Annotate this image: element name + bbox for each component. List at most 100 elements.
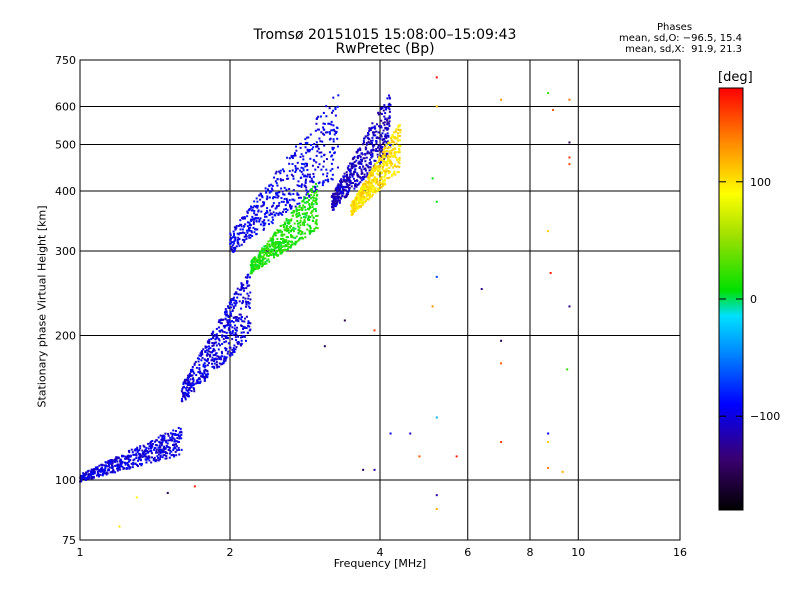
- trace-point: [322, 173, 325, 176]
- trace-point: [325, 105, 328, 108]
- trace-point: [207, 361, 210, 364]
- trace-point: [282, 179, 285, 182]
- trace-point: [314, 129, 317, 132]
- trace-point: [250, 206, 253, 209]
- trace-point: [386, 97, 389, 100]
- trace-point: [371, 131, 374, 134]
- trace-point: [265, 211, 268, 214]
- trace-point: [276, 242, 279, 245]
- trace-point: [197, 381, 200, 384]
- trace-point: [333, 151, 336, 154]
- trace-point: [321, 181, 324, 184]
- trace-point: [276, 193, 279, 196]
- trace-point: [303, 213, 306, 216]
- trace-point: [306, 228, 309, 231]
- trace-point: [158, 440, 161, 443]
- trace-point: [136, 465, 139, 468]
- trace-point: [306, 197, 309, 200]
- trace-point: [233, 293, 236, 296]
- trace-point: [199, 352, 202, 355]
- trace-point: [256, 200, 259, 203]
- trace-point: [303, 212, 306, 215]
- trace-point: [253, 212, 256, 215]
- trace-point: [198, 368, 201, 371]
- trace-point: [388, 110, 391, 113]
- trace-point: [342, 192, 345, 195]
- trace-point: [287, 241, 290, 244]
- trace-point: [343, 172, 346, 175]
- trace-point: [133, 458, 136, 461]
- trace-point: [331, 147, 334, 150]
- trace-point: [180, 390, 183, 393]
- trace-point: [120, 462, 123, 465]
- trace-point: [142, 444, 145, 447]
- trace-point: [387, 170, 390, 173]
- trace-point: [352, 165, 355, 168]
- trace-point: [251, 218, 254, 221]
- trace-point: [367, 174, 370, 177]
- trace-point: [377, 183, 380, 186]
- trace-point: [396, 151, 399, 154]
- trace-point: [139, 447, 142, 450]
- trace-point: [173, 455, 176, 458]
- trace-point: [370, 153, 373, 156]
- trace-point: [137, 457, 140, 460]
- trace-point: [250, 231, 253, 234]
- trace-point: [130, 448, 133, 451]
- trace-point: [189, 375, 192, 378]
- trace-point: [265, 190, 268, 193]
- trace-point: [370, 195, 373, 198]
- trace-point: [231, 298, 234, 301]
- trace-point: [378, 167, 381, 170]
- trace-point: [331, 194, 334, 197]
- trace-point: [304, 208, 307, 211]
- trace-point: [332, 109, 335, 112]
- isolated-point: [568, 163, 571, 166]
- trace-point: [181, 400, 184, 403]
- trace-point: [273, 213, 276, 216]
- trace-point: [368, 172, 371, 175]
- trace-point: [262, 249, 265, 252]
- trace-point: [92, 476, 95, 479]
- trace-point: [347, 186, 350, 189]
- trace-point: [92, 470, 95, 473]
- trace-point: [224, 359, 227, 362]
- trace-point: [225, 340, 228, 343]
- trace-point: [328, 122, 331, 125]
- trace-point: [385, 143, 388, 146]
- trace-point: [236, 318, 239, 321]
- trace-point: [261, 261, 264, 264]
- trace-point: [223, 326, 226, 329]
- trace-point: [386, 162, 389, 165]
- trace-point: [320, 151, 323, 154]
- trace-point: [315, 145, 318, 148]
- trace-point: [180, 431, 183, 434]
- trace-point: [248, 284, 251, 287]
- trace-point: [390, 175, 393, 178]
- trace-point: [273, 256, 276, 259]
- trace-point: [370, 187, 373, 190]
- trace-point: [374, 159, 377, 162]
- trace-point: [206, 364, 209, 367]
- trace-point: [299, 155, 302, 158]
- trace-point: [211, 356, 214, 359]
- trace-point: [376, 123, 379, 126]
- trace-point: [253, 231, 256, 234]
- trace-point: [172, 437, 175, 440]
- trace-point: [325, 175, 328, 178]
- trace-point: [305, 214, 308, 217]
- trace-point: [243, 239, 246, 242]
- trace-point: [255, 265, 258, 268]
- trace-point: [375, 161, 378, 164]
- isolated-point: [435, 105, 438, 108]
- trace-point: [299, 233, 302, 236]
- trace-point: [308, 204, 311, 207]
- trace-point: [298, 214, 301, 217]
- trace-point: [215, 363, 218, 366]
- trace-point: [279, 169, 282, 172]
- trace-point: [132, 463, 135, 466]
- trace-point: [206, 352, 209, 355]
- x-tick-label: 1: [77, 546, 84, 559]
- trace-point: [353, 155, 356, 158]
- trace-point: [119, 461, 122, 464]
